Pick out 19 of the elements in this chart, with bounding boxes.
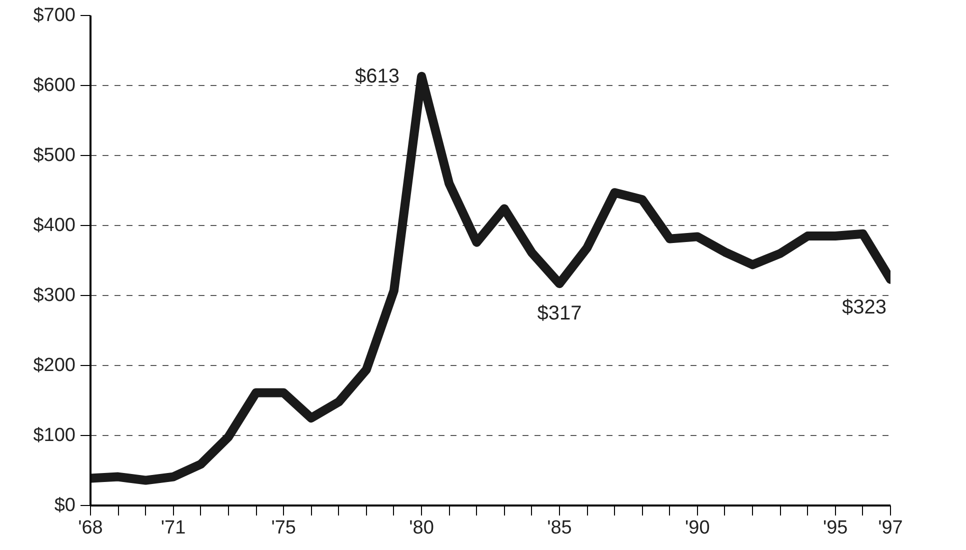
x-tick-label: '68	[78, 518, 103, 538]
y-tick-label: $200	[33, 355, 76, 376]
x-tick-label: '75	[271, 518, 296, 538]
data-label: $323	[842, 296, 887, 318]
y-tick-label: $400	[33, 215, 76, 236]
data-label: $317	[537, 302, 582, 325]
x-tick-label: '85	[547, 518, 572, 538]
y-tick-label: $600	[33, 75, 76, 96]
y-tick-label: $0	[54, 495, 76, 516]
x-tick-label: '90	[685, 518, 710, 538]
x-tick-label: '80	[409, 518, 434, 538]
x-tick-label: '97	[878, 518, 903, 538]
y-tick-label: $100	[33, 425, 76, 446]
y-tick-label: $700	[33, 5, 76, 26]
y-tick-label: $300	[33, 285, 76, 306]
data-label: $613	[355, 65, 400, 88]
x-tick-label: '95	[822, 518, 848, 538]
y-tick-label: $500	[33, 145, 76, 166]
x-tick-label: '71	[160, 518, 186, 538]
